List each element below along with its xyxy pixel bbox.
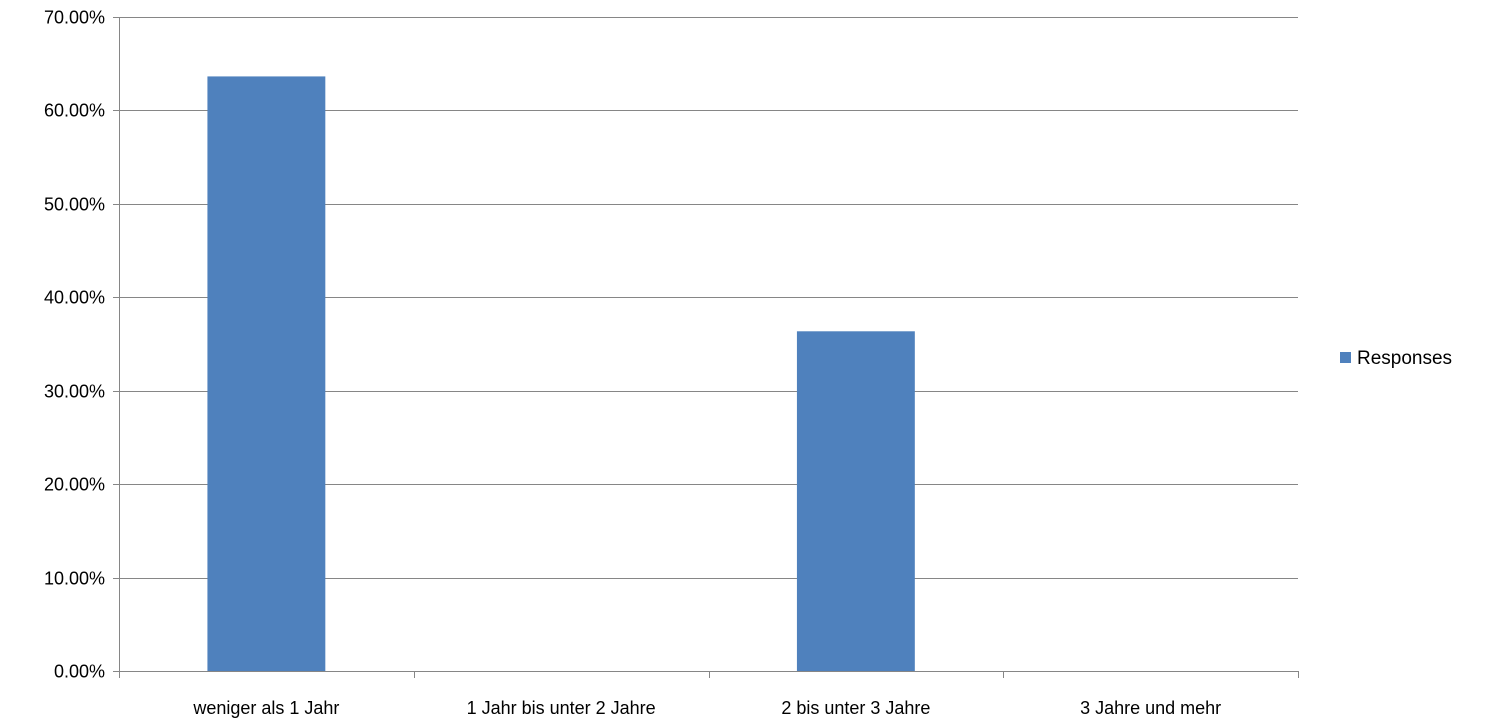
legend: Responses (1340, 348, 1452, 369)
y-tick-label: 70.00% (44, 8, 105, 28)
x-tick-label: 3 Jahre und mehr (1080, 698, 1221, 718)
x-tick-labels: weniger als 1 Jahr 1 Jahr bis unter 2 Jah… (192, 698, 1221, 718)
y-tick-label: 50.00% (44, 195, 105, 215)
y-tick-label: 10.00% (44, 569, 105, 589)
legend-label: Responses (1357, 348, 1452, 369)
y-tick-label: 0.00% (54, 662, 105, 682)
x-tick-label: 2 bis unter 3 Jahre (781, 698, 930, 718)
y-tick-label: 30.00% (44, 382, 105, 402)
legend-swatch (1340, 352, 1351, 363)
y-tick-label: 40.00% (44, 288, 105, 308)
bars (207, 76, 915, 671)
bar (207, 76, 326, 671)
y-tick-labels: 0.00% 10.00% 20.00% 30.00% 40.00% 50.00% 60.00… (44, 8, 105, 682)
x-tick-label: weniger als 1 Jahr (192, 698, 339, 718)
y-tick-label: 20.00% (44, 475, 105, 495)
y-tick-label: 60.00% (44, 101, 105, 121)
bar (796, 331, 915, 671)
x-tick-label: 1 Jahr bis unter 2 Jahre (467, 698, 656, 718)
axes (113, 17, 1299, 678)
